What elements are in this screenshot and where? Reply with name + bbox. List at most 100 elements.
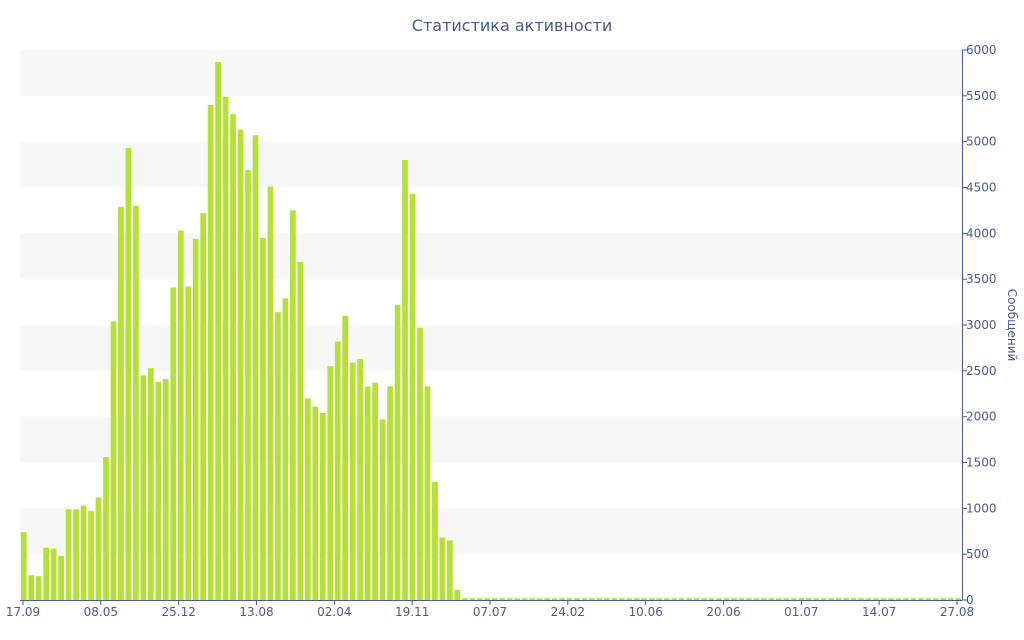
bar [888,598,894,600]
x-tick-label: 25.12 [161,605,195,619]
bar [626,598,633,600]
bar [918,598,924,600]
bar [65,509,72,600]
bar [260,237,266,601]
bar [633,598,640,600]
bar [304,398,311,600]
bar [80,505,87,600]
bar [648,598,655,600]
y-tick-label: 500 [966,547,989,561]
bar [28,575,35,600]
grid-band [20,508,962,555]
bar [364,386,371,600]
bar [731,598,737,600]
bar [559,598,565,600]
bar [476,598,483,600]
bar [499,598,506,600]
x-tick-label: 13.08 [239,605,273,619]
bar [402,160,408,600]
bar [865,598,872,600]
bar [237,129,244,600]
bar [319,413,326,600]
x-tick-label: 02.04 [317,605,351,619]
bar [850,598,857,600]
y-tick-label: 2500 [966,364,997,378]
bar [723,598,730,600]
bar [947,598,954,600]
bar [738,598,745,600]
x-tick-label: 17.09 [6,605,40,619]
y-tick-label: 2000 [966,410,997,424]
grid-band [20,50,962,96]
bar [432,481,438,600]
y-tick-label: 1500 [966,456,997,470]
y-tick-label: 1000 [966,501,997,515]
bar [955,598,962,600]
bar [761,598,767,600]
bar [506,598,513,600]
bar [783,598,790,600]
bar [267,186,274,600]
bar-series [20,61,962,601]
bar [349,362,356,600]
bar [447,540,453,600]
bar [118,206,124,600]
bar [50,548,57,600]
bar [932,598,939,600]
y-tick-label: 5000 [966,135,997,149]
bar [641,598,648,600]
x-tick-label: 19.11 [395,605,429,619]
bar [828,598,835,600]
chart-title: Статистика активности [412,16,612,35]
bar [910,598,917,600]
bar [529,598,535,600]
bar [372,382,378,600]
bar [798,598,805,600]
bar [880,598,887,600]
grid-bands [20,50,962,555]
x-tick-label: 10.06 [628,605,662,619]
bar [379,419,386,600]
x-tick-label: 27.08 [940,605,974,619]
bar [35,576,42,600]
bar [252,135,259,600]
bar [805,598,812,600]
bar [678,598,685,600]
bar [43,547,50,600]
bar [327,366,334,600]
bar [835,598,842,600]
y-tick-label: 0 [966,593,974,607]
bar [170,287,177,600]
bar [20,532,27,600]
bar [768,598,775,600]
bar [73,509,79,600]
bar [618,598,625,600]
bar [245,170,251,600]
bar [940,598,947,600]
bar [708,598,715,600]
bar [409,193,416,601]
bar [461,598,468,600]
bar [701,598,707,600]
bar [454,589,461,600]
x-tick-label: 24.02 [551,605,585,619]
x-tick-label: 14.07 [862,605,896,619]
bar [551,598,558,600]
bar [521,598,528,600]
x-axis-ticks: 17.09 08.05 25.12 13.08 02.04 19.11 07.07 24.02… [6,600,974,619]
bar [297,261,304,600]
bar [693,598,700,600]
y-tick-label: 6000 [966,43,997,57]
bar [177,230,184,600]
bar [581,598,588,600]
y-tick-label: 3500 [966,272,997,286]
bar [671,598,678,600]
bar [162,379,169,600]
bar [192,238,199,600]
bar [858,598,864,600]
y-tick-label: 5500 [966,89,997,103]
bar [536,598,543,600]
bar [222,96,229,600]
bar [103,457,109,600]
